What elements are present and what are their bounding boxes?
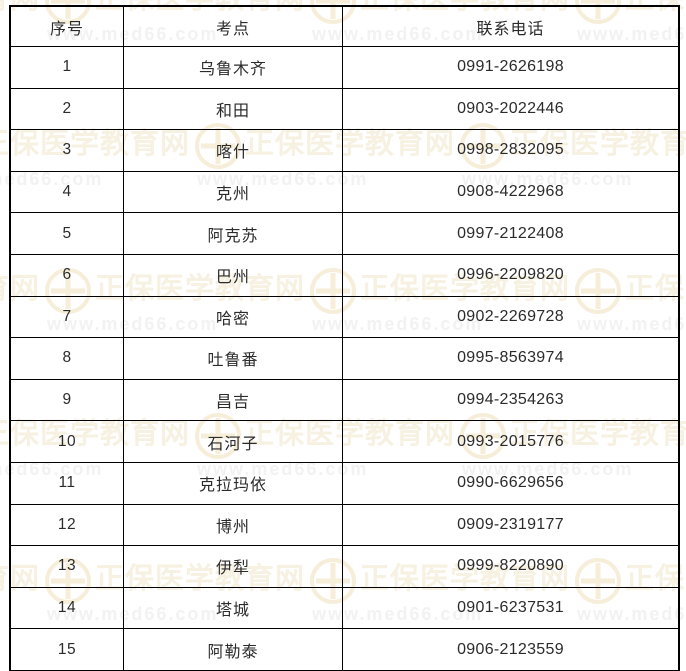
table-row: 6 巴州 0996-2209820 [10, 253, 679, 297]
cell-exam-site: 伊犁 [123, 545, 343, 588]
cell-phone: 0991-2626198 [342, 46, 679, 89]
cell-no: 5 [10, 212, 124, 255]
table-header: 序号 考点 联系电话 [10, 6, 679, 47]
table-header-row: 序号 考点 联系电话 [10, 6, 679, 47]
cell-no: 1 [10, 46, 124, 89]
table-row: 12 博州 0909-2319177 [10, 503, 679, 547]
cell-exam-site: 阿克苏 [123, 212, 343, 255]
cell-phone: 0990-6629656 [342, 461, 679, 505]
table-row: 7 哈密 0902-2269728 [10, 295, 679, 339]
cell-phone: 0995-8563974 [342, 337, 679, 380]
cell-no: 10 [10, 420, 124, 463]
cell-exam-site: 昌吉 [123, 378, 343, 422]
cell-phone: 0994-2354263 [342, 378, 679, 422]
cell-phone: 0908-4222968 [342, 170, 679, 214]
cell-no: 12 [10, 503, 124, 547]
table-row: 8 吐鲁番 0995-8563974 [10, 337, 679, 380]
cell-exam-site: 克拉玛依 [123, 461, 343, 505]
cell-phone: 0998-2832095 [342, 129, 679, 172]
table-body: 1 乌鲁木齐 0991-2626198 2 和田 0903-2022446 3 喀什 0998-… [10, 46, 679, 671]
cell-no: 9 [10, 378, 124, 422]
cell-exam-site: 阿勒泰 [123, 628, 343, 671]
table-row: 5 阿克苏 0997-2122408 [10, 212, 679, 255]
cell-exam-site: 巴州 [123, 253, 343, 297]
table-row: 3 喀什 0998-2832095 [10, 129, 679, 172]
cell-no: 2 [10, 87, 124, 131]
cell-phone: 0902-2269728 [342, 295, 679, 339]
cell-no: 13 [10, 545, 124, 588]
cell-no: 6 [10, 253, 124, 297]
table-row: 1 乌鲁木齐 0991-2626198 [10, 46, 679, 89]
exam-site-contact-table-container: 序号 考点 联系电话 1 乌鲁木齐 0991-2626198 2 和田 0903-2022… [9, 5, 680, 671]
cell-no: 8 [10, 337, 124, 380]
cell-exam-site: 喀什 [123, 129, 343, 172]
table-row: 13 伊犁 0999-8220890 [10, 545, 679, 588]
cell-no: 14 [10, 586, 124, 630]
table-row: 14 塔城 0901-6237531 [10, 586, 679, 630]
cell-exam-site: 吐鲁番 [123, 337, 343, 380]
cell-no: 11 [10, 461, 124, 505]
cell-no: 4 [10, 170, 124, 214]
exam-site-contact-table: 序号 考点 联系电话 1 乌鲁木齐 0991-2626198 2 和田 0903-2022… [9, 5, 680, 671]
cell-phone: 0993-2015776 [342, 420, 679, 463]
table-row: 9 昌吉 0994-2354263 [10, 378, 679, 422]
cell-no: 7 [10, 295, 124, 339]
column-header-no: 序号 [10, 6, 124, 47]
table-row: 4 克州 0908-4222968 [10, 170, 679, 214]
column-header-site: 考点 [123, 6, 343, 47]
cell-phone: 0999-8220890 [342, 545, 679, 588]
cell-no: 3 [10, 129, 124, 172]
cell-exam-site: 和田 [123, 87, 343, 131]
cell-phone: 0909-2319177 [342, 503, 679, 547]
cell-phone: 0997-2122408 [342, 212, 679, 255]
cell-exam-site: 乌鲁木齐 [123, 46, 343, 89]
table-row: 15 阿勒泰 0906-2123559 [10, 628, 679, 671]
cell-exam-site: 石河子 [123, 420, 343, 463]
table-row: 10 石河子 0993-2015776 [10, 420, 679, 463]
cell-phone: 0901-6237531 [342, 586, 679, 630]
cell-phone: 0996-2209820 [342, 253, 679, 297]
cell-phone: 0906-2123559 [342, 628, 679, 671]
table-row: 11 克拉玛依 0990-6629656 [10, 461, 679, 505]
cell-no: 15 [10, 628, 124, 671]
cell-exam-site: 博州 [123, 503, 343, 547]
table-row: 2 和田 0903-2022446 [10, 87, 679, 131]
cell-phone: 0903-2022446 [342, 87, 679, 131]
cell-exam-site: 克州 [123, 170, 343, 214]
column-header-phone: 联系电话 [342, 6, 679, 47]
cell-exam-site: 哈密 [123, 295, 343, 339]
cell-exam-site: 塔城 [123, 586, 343, 630]
